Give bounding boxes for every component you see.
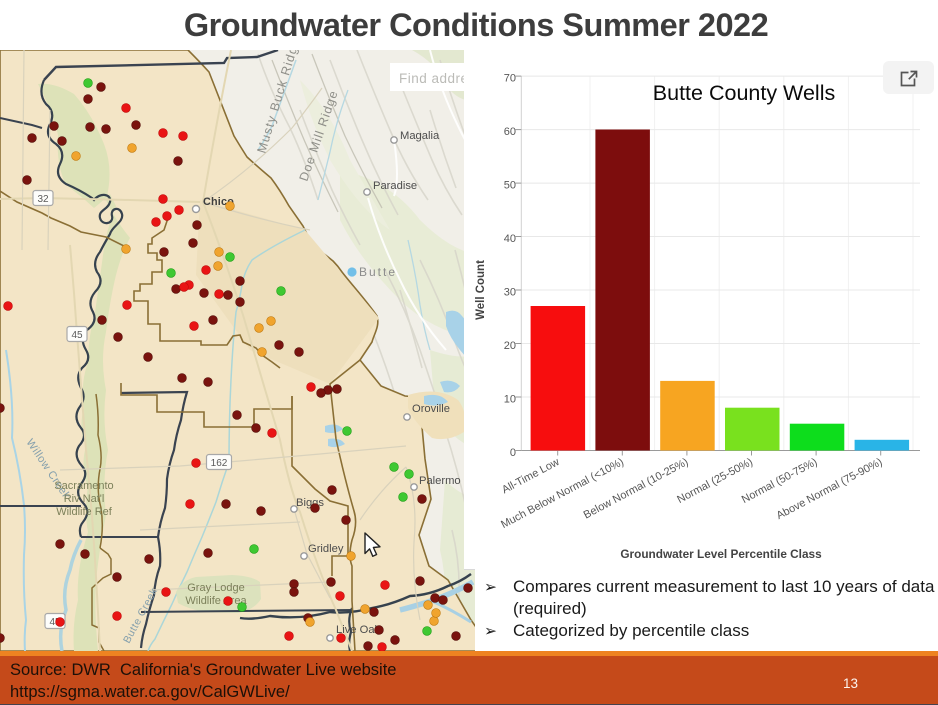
- svg-text:Find addre: Find addre: [399, 71, 469, 86]
- svg-text:Groundwater Level Percentile C: Groundwater Level Percentile Class: [620, 547, 822, 561]
- svg-text:10: 10: [504, 394, 516, 406]
- svg-text:50: 50: [504, 180, 516, 192]
- svg-text:20: 20: [504, 340, 516, 352]
- svg-text:45: 45: [49, 617, 61, 628]
- svg-text:Wildlife Area: Wildlife Area: [185, 595, 247, 607]
- svg-text:162: 162: [211, 458, 228, 469]
- svg-text:32: 32: [37, 194, 49, 205]
- svg-text:Magalia: Magalia: [400, 130, 440, 142]
- svg-text:Gridley: Gridley: [308, 543, 344, 555]
- svg-text:Palermo: Palermo: [419, 475, 461, 487]
- svg-text:Live Oak: Live Oak: [336, 624, 381, 636]
- svg-text:Paradise: Paradise: [373, 180, 417, 192]
- svg-text:Wildlife Ref: Wildlife Ref: [56, 506, 113, 518]
- svg-text:30: 30: [504, 287, 516, 299]
- svg-text:70: 70: [504, 73, 516, 85]
- svg-text:Butte: Butte: [359, 265, 397, 279]
- svg-text:Well Count: Well Count: [475, 260, 487, 320]
- svg-text:Riv Nat'l: Riv Nat'l: [64, 493, 105, 505]
- svg-text:Gray Lodge: Gray Lodge: [187, 582, 244, 594]
- svg-text:Biggs: Biggs: [296, 497, 324, 509]
- svg-text:Butte County Wells: Butte County Wells: [653, 81, 835, 105]
- svg-text:Sacramento: Sacramento: [54, 480, 113, 492]
- svg-text:60: 60: [504, 126, 516, 138]
- svg-text:0: 0: [510, 447, 516, 459]
- svg-text:40: 40: [504, 233, 516, 245]
- svg-text:Oroville: Oroville: [412, 403, 450, 415]
- svg-text:45: 45: [71, 330, 83, 341]
